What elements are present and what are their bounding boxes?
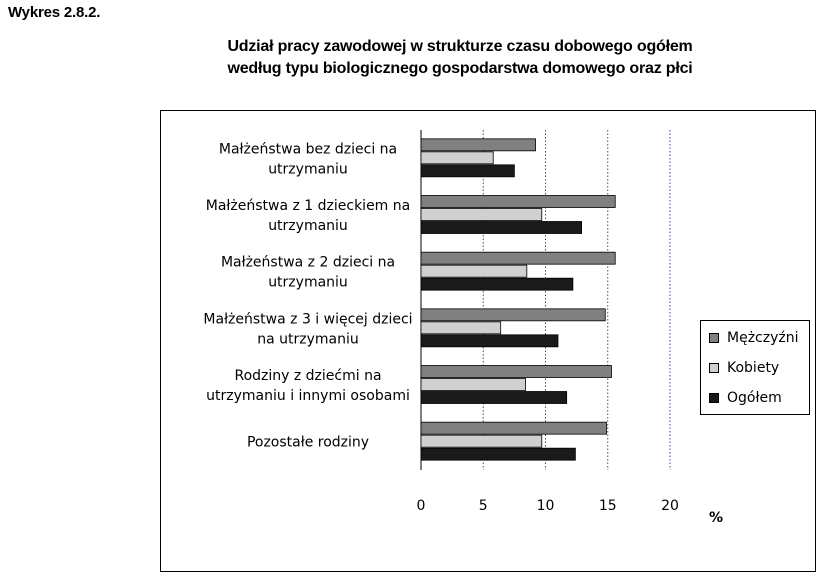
category-label-1-1: utrzymaniu bbox=[268, 218, 348, 234]
bar-total-3 bbox=[420, 334, 559, 348]
category-label-3-0: Małżeństwa z 3 i więcej dzieci bbox=[203, 311, 412, 327]
bar-men-1 bbox=[420, 195, 616, 208]
bar-men-4 bbox=[420, 365, 612, 378]
bar-total-2 bbox=[420, 277, 574, 291]
x-tick-label-0: 0 bbox=[417, 498, 426, 514]
bar-women-0 bbox=[420, 151, 494, 165]
legend-item-men: Mężczyźni bbox=[709, 329, 798, 347]
legend-item-women: Kobiety bbox=[709, 359, 779, 377]
figure-label: Wykres 2.8.2. bbox=[8, 4, 101, 21]
legend-label-women: Kobiety bbox=[727, 360, 780, 376]
category-label-5-0: Pozostałe rodziny bbox=[247, 435, 369, 451]
bar-total-5 bbox=[420, 447, 576, 461]
legend-swatch-men bbox=[709, 333, 719, 343]
category-label-4-0: Rodziny z dziećmi na bbox=[234, 368, 381, 384]
x-axis-unit-label: % bbox=[709, 510, 723, 526]
legend-swatch-women bbox=[709, 363, 719, 373]
bar-men-0 bbox=[420, 138, 536, 152]
bar-women-3 bbox=[420, 321, 502, 335]
legend-label-total: Ogółem bbox=[727, 390, 782, 406]
bar-women-1 bbox=[420, 208, 543, 221]
category-label-4-1: utrzymaniu i innymi osobami bbox=[206, 388, 410, 404]
x-tick-label-15: 15 bbox=[599, 498, 617, 514]
bar-women-4 bbox=[420, 378, 526, 391]
category-label-3-1: na utrzymaniu bbox=[257, 331, 359, 347]
x-tick-label-5: 5 bbox=[479, 498, 488, 514]
bar-women-2 bbox=[420, 264, 528, 278]
category-label-0-0: Małżeństwa bez dzieci na bbox=[219, 141, 397, 157]
bar-men-2 bbox=[420, 251, 616, 265]
category-label-2-0: Małżeństwa z 2 dzieci na bbox=[221, 255, 395, 271]
legend-swatch-total bbox=[709, 393, 719, 403]
category-label-2-1: utrzymaniu bbox=[268, 275, 348, 291]
legend-label-men: Mężczyźni bbox=[727, 330, 799, 346]
chart-title-line-1: Udział pracy zawodowej w strukturze czas… bbox=[227, 38, 693, 55]
x-tick-label-10: 10 bbox=[537, 498, 555, 514]
chart-frame bbox=[160, 110, 816, 572]
chart-title-line-2: według typu biologicznego gospodarstwa d… bbox=[227, 60, 693, 77]
bar-total-4 bbox=[420, 391, 568, 404]
bar-total-1 bbox=[420, 221, 583, 234]
bar-total-0 bbox=[420, 164, 515, 178]
bar-men-5 bbox=[420, 421, 607, 435]
bar-women-5 bbox=[420, 434, 543, 448]
bar-men-3 bbox=[420, 308, 606, 322]
legend-item-total: Ogółem bbox=[709, 389, 782, 407]
x-tick-label-20: 20 bbox=[661, 498, 679, 514]
category-label-1-0: Małżeństwa z 1 dzieckiem na bbox=[206, 198, 410, 214]
legend: Mężczyźni Kobiety Ogółem bbox=[700, 320, 810, 415]
category-label-0-1: utrzymaniu bbox=[268, 161, 348, 177]
